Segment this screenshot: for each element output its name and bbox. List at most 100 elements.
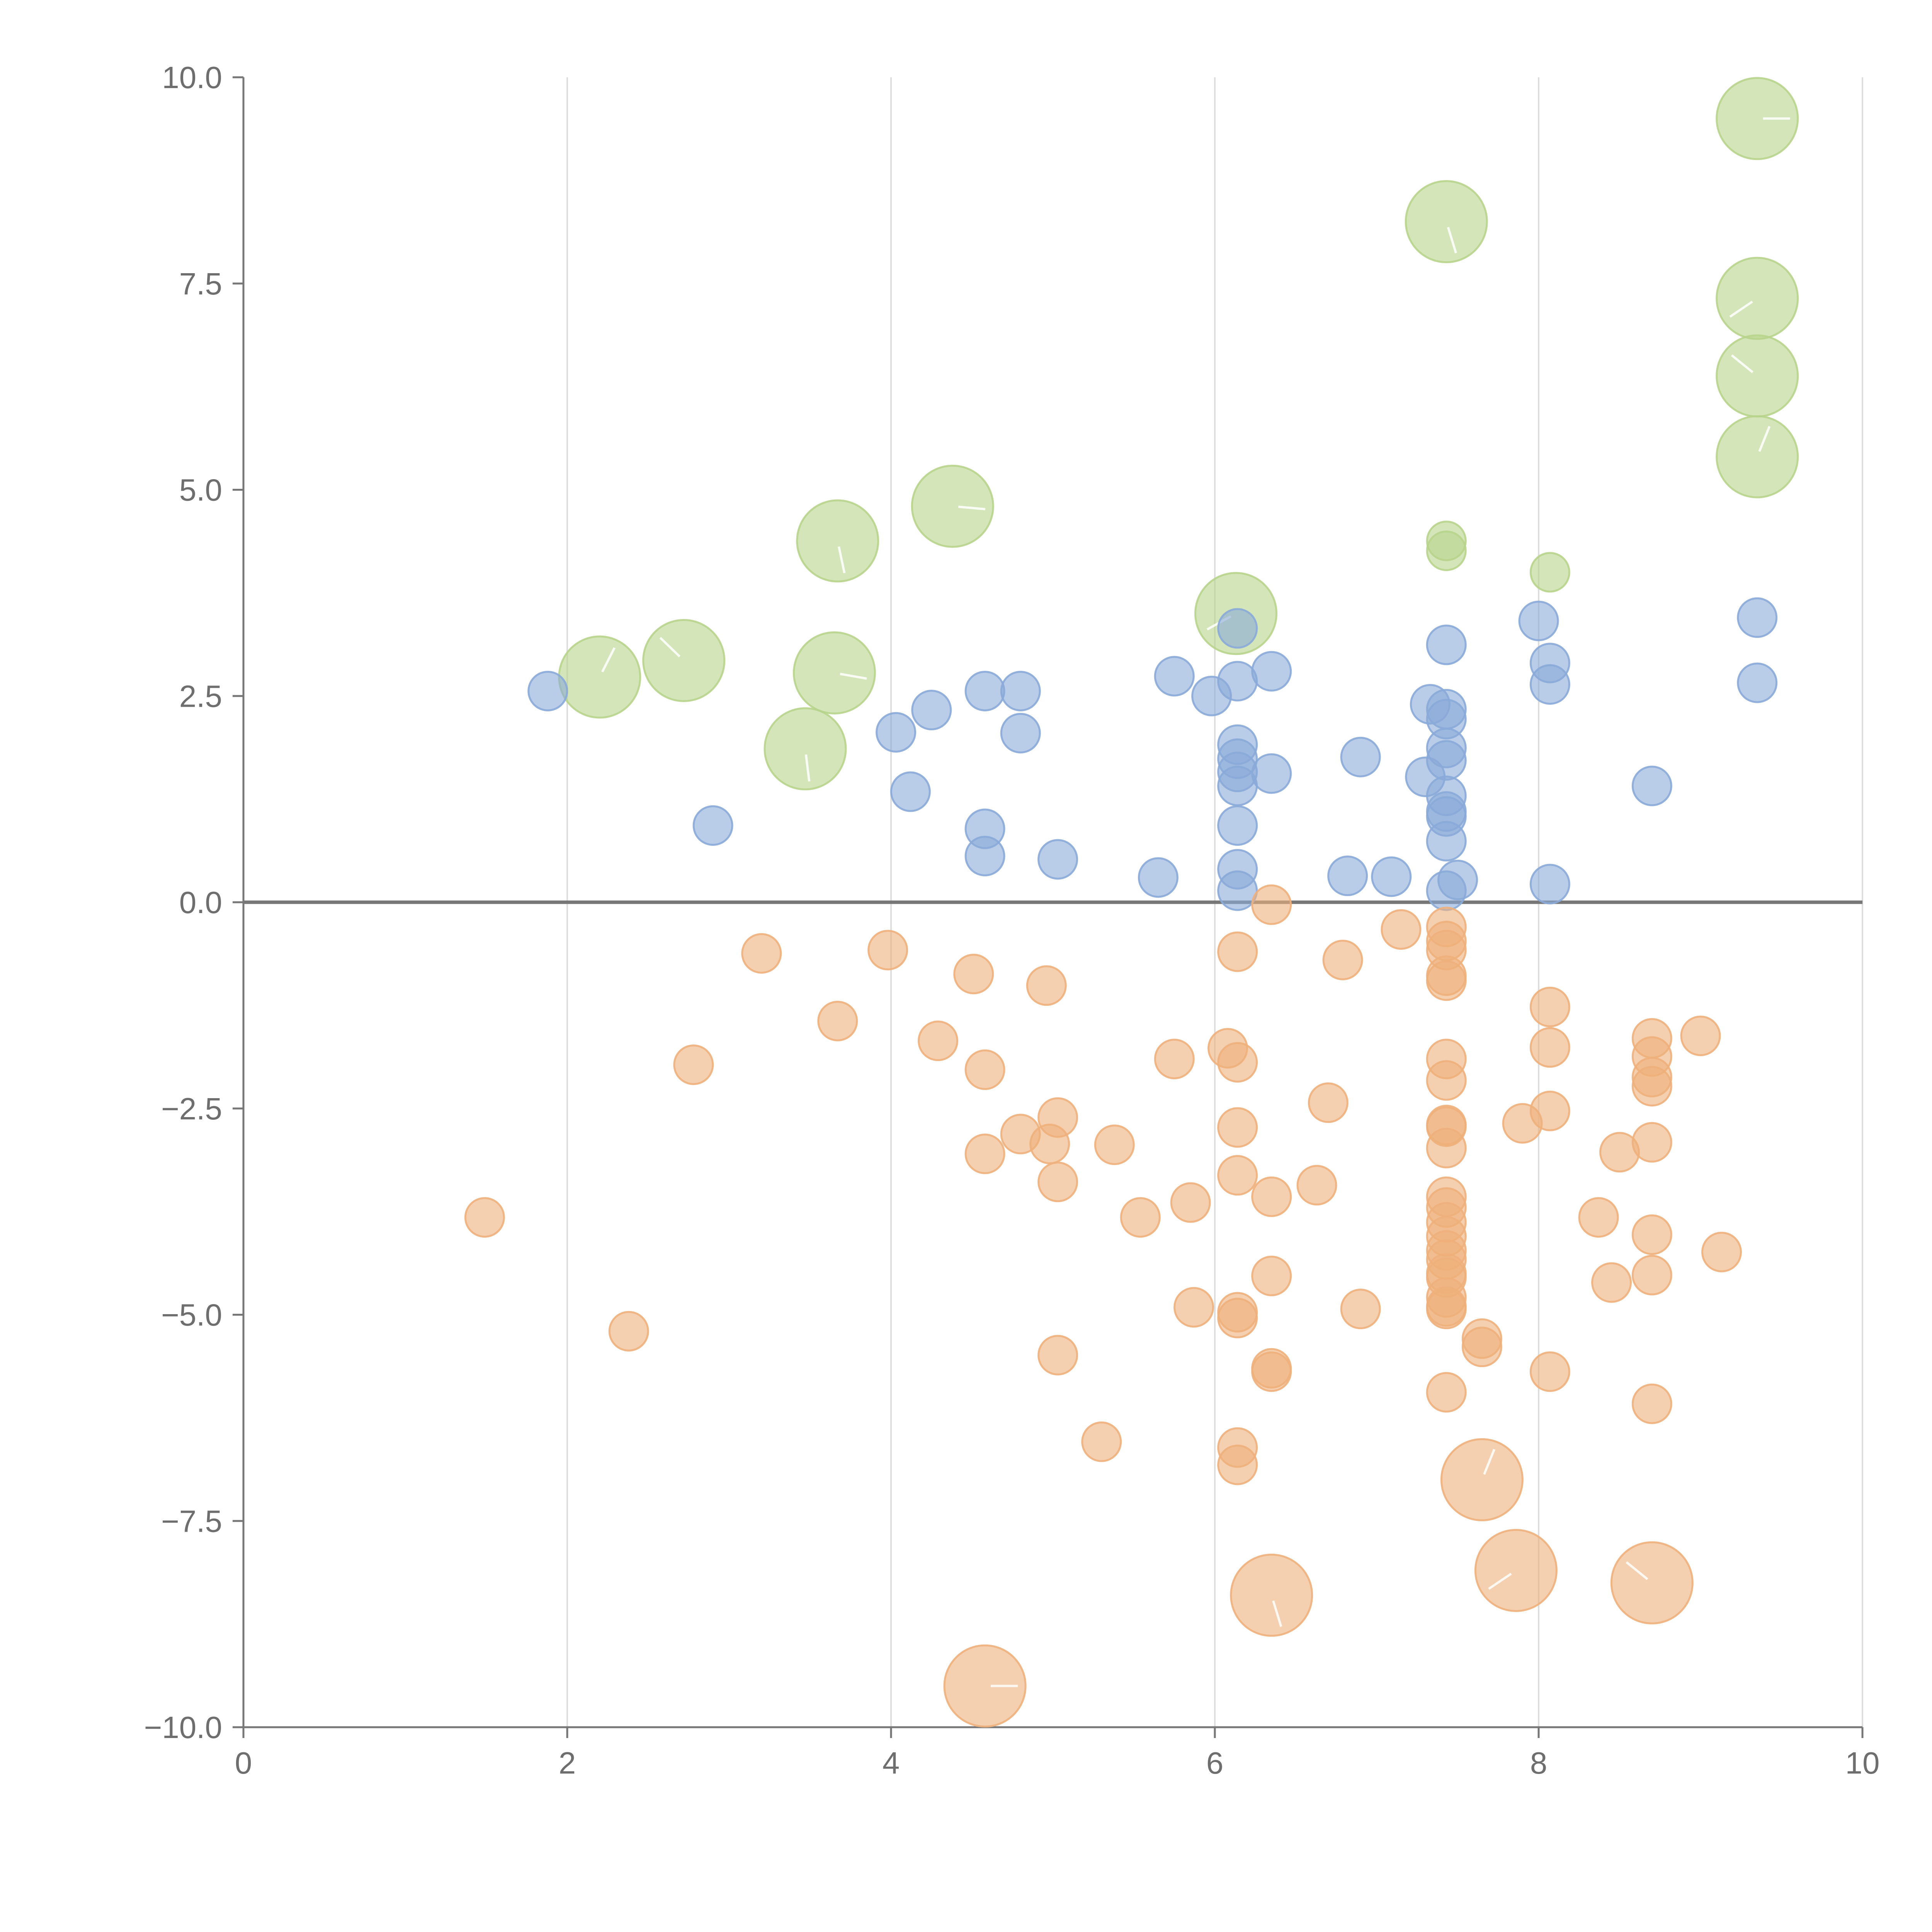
y-tick-label: −7.5 xyxy=(161,1504,222,1538)
x-tick-label: 10 xyxy=(1845,1746,1880,1780)
orange-point xyxy=(953,954,994,995)
y-tick-label: 0.0 xyxy=(179,885,222,920)
orange-point xyxy=(1529,1027,1570,1068)
orange-point xyxy=(1426,1128,1467,1168)
orange-point xyxy=(1529,986,1570,1027)
blue-point xyxy=(1037,839,1078,880)
orange-point xyxy=(964,1133,1005,1174)
blue-point xyxy=(964,670,1005,711)
blue-point xyxy=(890,771,931,812)
orange-point xyxy=(867,930,908,971)
orange-point xyxy=(1026,965,1067,1006)
orange-point-marker xyxy=(1488,1573,1512,1590)
axis-ticks: 0 2 4 6 8 10 10.0 7.5 5.0 2.5 0.0 −2.5 −5.0 −7.5 −10.0 xyxy=(144,60,1880,1780)
blue-point xyxy=(1327,855,1368,896)
orange-point xyxy=(1426,1372,1467,1413)
green-point xyxy=(1426,530,1467,571)
green-point xyxy=(911,464,994,548)
blue-point xyxy=(1217,608,1258,649)
orange-point xyxy=(1251,1176,1292,1217)
orange-point xyxy=(1680,1015,1721,1056)
blue-point xyxy=(1529,864,1570,905)
blue-point xyxy=(1518,600,1559,641)
green-point xyxy=(1405,180,1488,264)
orange-point xyxy=(1631,1214,1672,1255)
orange-point xyxy=(1217,1042,1258,1083)
orange-point xyxy=(1474,1529,1558,1612)
green-point-marker xyxy=(804,754,811,782)
blue-point xyxy=(1251,651,1292,692)
blue-point xyxy=(692,805,733,846)
orange-point xyxy=(1578,1197,1619,1238)
blue-point xyxy=(1426,624,1467,665)
orange-point-marker xyxy=(1483,1449,1495,1475)
blue-point xyxy=(1529,664,1570,705)
blue-point xyxy=(876,712,917,753)
blue-point xyxy=(1217,661,1258,702)
orange-point xyxy=(608,1311,649,1352)
blue-point xyxy=(1138,857,1179,898)
blue-point xyxy=(1426,821,1467,862)
green-point xyxy=(558,635,641,719)
green-point-marker xyxy=(1729,301,1753,318)
y-tick-label: 2.5 xyxy=(179,679,222,713)
orange-point xyxy=(1461,1327,1502,1367)
green-point-marker xyxy=(1758,426,1771,452)
blue-point xyxy=(1426,740,1467,781)
blue-point xyxy=(527,670,568,711)
x-tick-label: 4 xyxy=(883,1746,900,1780)
blue-point xyxy=(1251,753,1292,794)
orange-point xyxy=(673,1044,714,1085)
orange-point xyxy=(817,1000,858,1041)
y-tick-label: −5.0 xyxy=(161,1298,222,1332)
orange-point xyxy=(741,933,782,974)
blue-point xyxy=(1000,713,1041,753)
orange-point xyxy=(1217,1155,1258,1196)
orange-point xyxy=(1631,1383,1672,1424)
y-tick-label: 5.0 xyxy=(179,473,222,507)
orange-point xyxy=(1081,1421,1122,1462)
blue-point xyxy=(1154,656,1195,697)
orange-point xyxy=(1217,1298,1258,1338)
green-point xyxy=(1529,552,1570,593)
orange-point xyxy=(464,1197,505,1238)
green-point-marker xyxy=(601,647,616,673)
orange-point xyxy=(1631,1255,1672,1296)
green-point xyxy=(1716,77,1799,160)
orange-point xyxy=(1440,1438,1524,1521)
blue-point xyxy=(1437,859,1478,900)
orange-point xyxy=(1296,1165,1337,1206)
orange-point xyxy=(1251,884,1292,925)
green-point-marker xyxy=(1447,227,1457,253)
x-tick-label: 6 xyxy=(1206,1746,1224,1780)
blue-point xyxy=(911,690,952,731)
orange-point xyxy=(1217,1444,1258,1485)
orange-point xyxy=(1217,1107,1258,1148)
orange-point xyxy=(1094,1124,1135,1165)
blue-point xyxy=(1737,597,1778,638)
blue-point xyxy=(964,835,1005,876)
orange-point xyxy=(1230,1553,1313,1637)
green-point-marker xyxy=(840,673,867,680)
green-point xyxy=(793,631,876,714)
orange-point xyxy=(1308,1082,1349,1123)
orange-point-marker xyxy=(1626,1561,1648,1580)
orange-point xyxy=(964,1049,1005,1090)
orange-point xyxy=(1173,1287,1214,1328)
green-point xyxy=(1716,257,1799,340)
orange-point xyxy=(1120,1197,1161,1238)
green-point-marker xyxy=(1731,354,1753,373)
orange-point xyxy=(1217,931,1258,972)
blue-point xyxy=(1737,662,1778,703)
orange-point xyxy=(1631,1122,1672,1163)
x-tick-label: 2 xyxy=(559,1746,576,1780)
orange-point xyxy=(1529,1351,1570,1392)
orange-point xyxy=(1631,1066,1672,1107)
orange-point xyxy=(1701,1231,1742,1272)
orange-point xyxy=(1251,1255,1292,1296)
green-point-marker xyxy=(659,637,680,658)
green-point xyxy=(796,499,879,583)
orange-point xyxy=(1154,1039,1195,1080)
orange-point xyxy=(1426,960,1467,1001)
orange-point-marker xyxy=(1272,1600,1282,1627)
